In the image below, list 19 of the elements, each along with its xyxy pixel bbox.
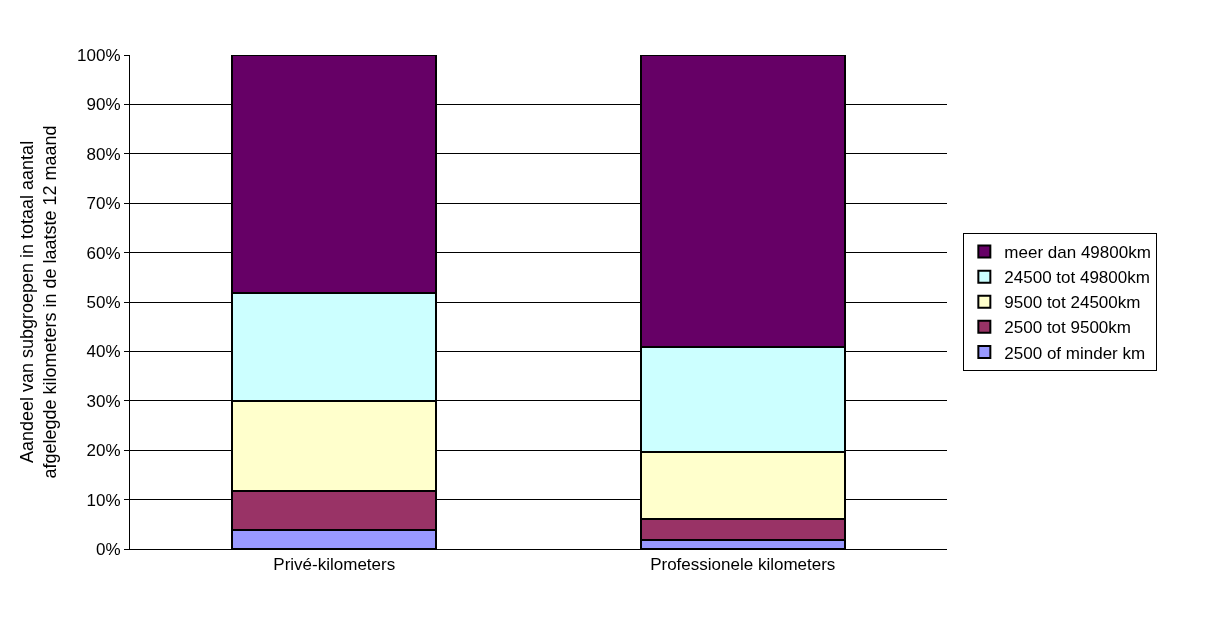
legend-label: meer dan 49800km [1004, 243, 1151, 263]
legend-label: 2500 tot 9500km [1004, 318, 1131, 338]
y-tick-label: 60% [86, 243, 121, 263]
y-tick-label: 90% [86, 95, 121, 115]
legend-label: 24500 tot 49800km [1004, 268, 1150, 288]
y-tick-label: 0% [96, 539, 121, 559]
y-tick-label: 30% [86, 391, 121, 411]
y-tick-label: 40% [86, 342, 121, 362]
x-tick-label: Professionele kilometers [650, 555, 836, 575]
y-tick-label: 50% [86, 292, 121, 312]
legend-label: 9500 tot 24500km [1004, 293, 1141, 313]
y-tick-label: 10% [86, 490, 121, 510]
y-tick-label: 70% [86, 194, 121, 214]
y-tick-label: 80% [86, 144, 121, 164]
x-tick-label: Privé-kilometers [273, 555, 396, 575]
y-axis-title: Aandeel van subgroepen in totaal aantal afgelegde kilometers in de laatste 12 maand [16, 125, 61, 479]
legend-label: 2500 of minder km [1004, 343, 1146, 363]
y-tick-label: 20% [86, 441, 121, 461]
y-tick-label: 100% [77, 45, 121, 65]
